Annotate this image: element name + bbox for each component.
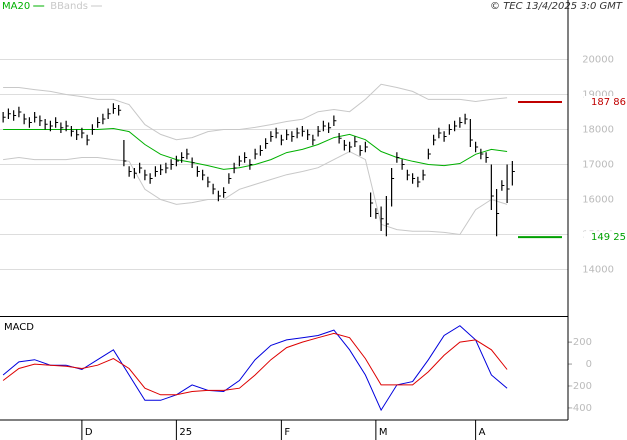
- overlay-line: [3, 83, 508, 141]
- legend-label: BBands: [50, 1, 88, 12]
- x-tick-label: A: [479, 427, 486, 438]
- marker-label-bg: [584, 231, 626, 244]
- y-tick-label: 16000: [582, 195, 614, 206]
- legend-label: MA20: [2, 1, 30, 12]
- x-tick-label: M: [379, 427, 388, 438]
- macd-line: [2, 325, 508, 412]
- y-tick-label: 17000: [582, 160, 614, 171]
- y-tick-label: -400: [569, 403, 592, 414]
- y-tick-label: 14000: [582, 265, 614, 276]
- x-tick-label: 25: [179, 427, 192, 438]
- macd-title: MACD: [4, 322, 34, 333]
- y-tick-label: -200: [569, 381, 592, 392]
- source: © TEC 13/4/2025 3:0 GMT: [490, 1, 623, 12]
- y-tick-label: 200: [573, 337, 592, 348]
- y-tick-label: 18000: [582, 125, 614, 136]
- macd-line: [2, 332, 508, 396]
- x-tick-label: F: [284, 427, 290, 438]
- x-tick-label: D: [85, 427, 93, 438]
- overlay-line: [3, 127, 508, 170]
- marker-label: 187 86: [591, 97, 626, 108]
- marker-label: 149 25: [591, 232, 626, 243]
- y-tick-label: 0: [586, 359, 592, 370]
- marker-label-bg: [584, 95, 626, 108]
- y-tick-label: 19000: [582, 90, 614, 101]
- overlay-line: [3, 150, 508, 236]
- y-tick-label: 20000: [582, 55, 614, 66]
